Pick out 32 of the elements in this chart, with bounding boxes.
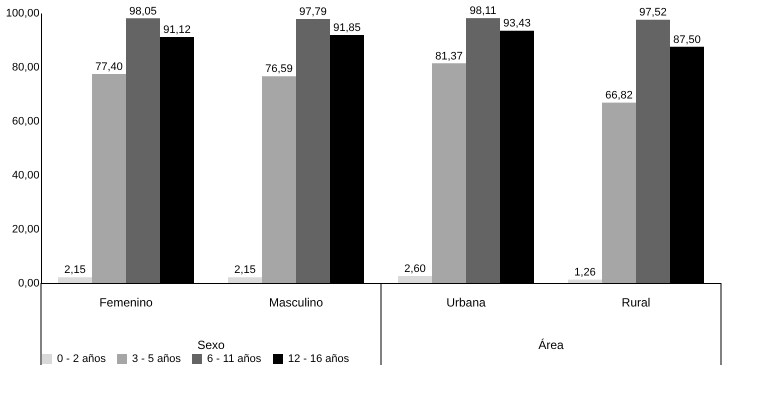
data-label: 97,79 [299, 6, 327, 18]
data-label: 87,50 [673, 34, 701, 46]
legend-label: 6 - 11 años [207, 353, 262, 365]
data-label: 98,05 [129, 5, 157, 18]
y-tick-label: 0,00 [18, 278, 40, 290]
legend-label: 3 - 5 años [132, 353, 182, 365]
x-tick-label: Urbana [446, 296, 486, 310]
data-label: 2,15 [234, 264, 256, 276]
text: Área [538, 338, 564, 352]
data-label: 97,52 [639, 6, 667, 19]
data-label: 2,15 [64, 264, 86, 276]
text: Sexo [197, 338, 225, 352]
y-tick-label: 20,00 [12, 224, 40, 236]
y-tick-label: 40,00 [12, 170, 40, 182]
y-tick-label: 80,00 [12, 62, 40, 74]
x-tick-label: Femenino [99, 296, 153, 310]
data-label: 2,60 [404, 262, 426, 275]
y-tick-label: 100,00 [6, 8, 40, 20]
data-label: 81,37 [435, 50, 463, 62]
data-label: 77,40 [95, 61, 123, 74]
y-tick-label: 60,00 [12, 116, 40, 128]
data-label: 93,43 [503, 18, 531, 30]
x-tick-label: Masculino [268, 296, 324, 310]
data-label: 66,82 [605, 90, 633, 102]
data-label: 98,11 [470, 5, 496, 18]
legend-label: 12 - 16 años [288, 353, 350, 365]
data-label: 91,85 [333, 22, 361, 34]
data-label: 1,26 [574, 266, 596, 279]
x-tick-label: Rural [622, 296, 650, 310]
legend-label: 0 - 2 años [57, 353, 106, 365]
data-label: 76,59 [265, 63, 293, 76]
data-label: 91,12 [163, 24, 191, 36]
